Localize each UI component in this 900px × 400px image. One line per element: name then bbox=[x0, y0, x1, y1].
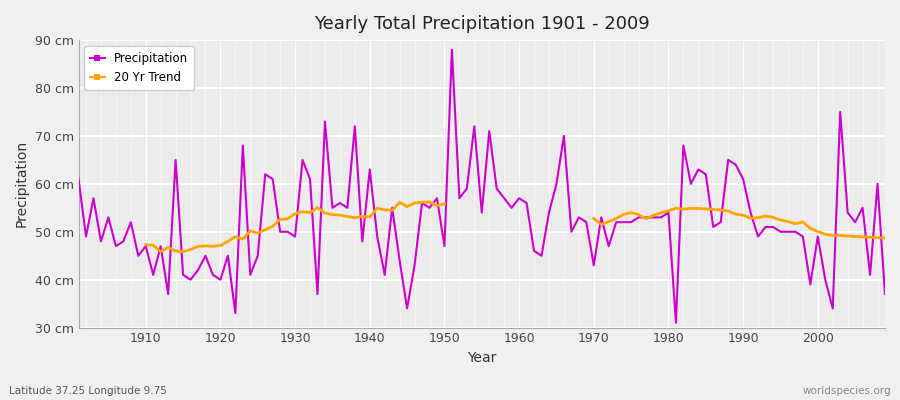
X-axis label: Year: Year bbox=[467, 351, 497, 365]
Text: worldspecies.org: worldspecies.org bbox=[803, 386, 891, 396]
Text: Latitude 37.25 Longitude 9.75: Latitude 37.25 Longitude 9.75 bbox=[9, 386, 166, 396]
Y-axis label: Precipitation: Precipitation bbox=[15, 140, 29, 228]
Title: Yearly Total Precipitation 1901 - 2009: Yearly Total Precipitation 1901 - 2009 bbox=[314, 15, 650, 33]
Legend: Precipitation, 20 Yr Trend: Precipitation, 20 Yr Trend bbox=[85, 46, 194, 90]
